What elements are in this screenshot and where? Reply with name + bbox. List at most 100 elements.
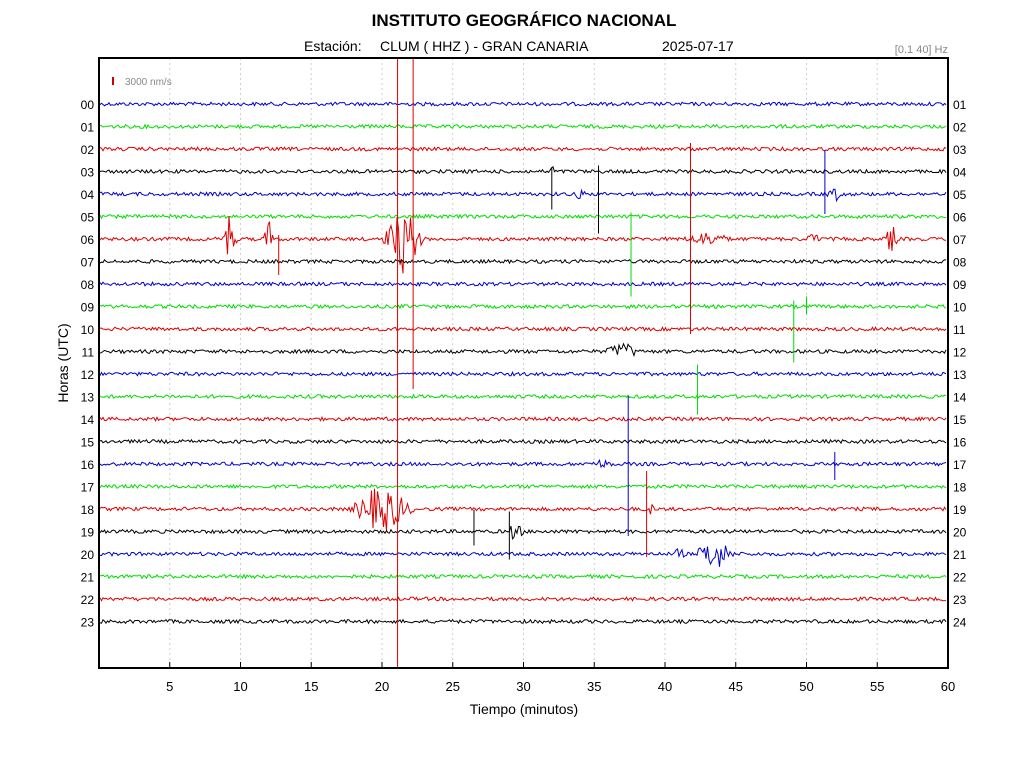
- x-tick-label: 45: [729, 679, 743, 694]
- hour-label-right: 08: [953, 256, 967, 270]
- x-tick-labels: 5 10 15 20 25 30 35 40 45 50 55 60: [166, 679, 955, 694]
- hour-label-right: 15: [953, 413, 967, 427]
- trace-hour-11: [99, 342, 947, 358]
- trace-hour-02: [99, 146, 947, 152]
- hour-label-right: 06: [953, 211, 967, 225]
- hour-label-left: 02: [81, 143, 95, 157]
- hour-label-left: 09: [81, 301, 95, 315]
- hour-labels-left: 00 01 02 03 04 05 06 07 08 09 10 11 12 13 14 15 16 17 18 19…: [81, 98, 95, 630]
- hour-label-right: 05: [953, 188, 967, 202]
- hour-label-left: 05: [81, 211, 95, 225]
- hour-label-right: 02: [953, 121, 967, 135]
- trace-hour-15: [99, 438, 947, 445]
- hour-label-right: 18: [953, 481, 967, 495]
- hour-label-right: 07: [953, 233, 967, 247]
- trace-hour-23: [99, 618, 947, 625]
- hour-label-right: 01: [953, 98, 967, 112]
- hour-label-right: 09: [953, 278, 967, 292]
- chart-title: INSTITUTO GEOGRÁFICO NACIONAL: [372, 11, 677, 30]
- x-tick-label: 20: [375, 679, 389, 694]
- hour-label-left: 21: [81, 571, 95, 585]
- hour-label-left: 23: [81, 616, 95, 630]
- trace-hour-01: [99, 123, 947, 130]
- hour-label-left: 16: [81, 458, 95, 472]
- trace-hour-17: [99, 483, 947, 490]
- hour-label-left: 19: [81, 526, 95, 540]
- trace-hour-08: [99, 281, 947, 287]
- trace-hour-13: [99, 393, 947, 400]
- hour-label-left: 00: [81, 98, 95, 112]
- grid-lines: [169, 58, 949, 668]
- trace-hour-09: [99, 303, 947, 310]
- x-tick-label: 25: [446, 679, 460, 694]
- hour-label-left: 12: [81, 368, 95, 382]
- x-tick-label: 55: [870, 679, 884, 694]
- hour-label-right: 22: [953, 571, 967, 585]
- trace-hour-10: [99, 326, 947, 332]
- trace-hour-06: [99, 215, 947, 274]
- hour-label-right: 10: [953, 301, 967, 315]
- hour-label-right: 03: [953, 143, 967, 157]
- hour-label-left: 06: [81, 233, 95, 247]
- chart-date: 2025-07-17: [662, 38, 734, 54]
- trace-hour-03: [99, 165, 947, 175]
- hour-label-right: 13: [953, 368, 967, 382]
- trace-hour-19: [99, 525, 947, 541]
- hour-label-left: 07: [81, 256, 95, 270]
- trace-hour-05: [99, 213, 947, 220]
- hour-label-left: 08: [81, 278, 95, 292]
- hour-label-left: 15: [81, 436, 95, 450]
- station-label: Estación:: [304, 38, 362, 54]
- x-axis-label: Tiempo (minutos): [470, 701, 578, 717]
- hour-label-right: 11: [953, 323, 966, 337]
- x-tick-label: 30: [516, 679, 530, 694]
- hour-labels-right: 01 02 03 04 05 06 07 08 09 10 11 12 13 14 15 16 17 18 19 20…: [953, 98, 967, 630]
- hour-label-left: 10: [81, 323, 95, 337]
- x-tick-label: 15: [304, 679, 318, 694]
- station-name: CLUM ( HHZ ) - GRAN CANARIA: [380, 38, 589, 54]
- hour-label-right: 14: [953, 391, 967, 405]
- hour-label-right: 24: [953, 616, 967, 630]
- hour-label-right: 04: [953, 166, 967, 180]
- trace-hour-20: [99, 545, 947, 567]
- hour-label-left: 14: [81, 413, 95, 427]
- filter-band: [0.1 40] Hz: [895, 44, 948, 56]
- trace-hour-00: [99, 101, 947, 107]
- scale-bar: [112, 77, 114, 85]
- trace-hour-18: [99, 488, 947, 531]
- x-tick-label: 50: [799, 679, 813, 694]
- hour-label-left: 03: [81, 166, 95, 180]
- trace-hour-16: [99, 458, 947, 469]
- trace-hour-14: [99, 416, 947, 422]
- hour-label-right: 23: [953, 593, 967, 607]
- hour-label-left: 11: [82, 346, 95, 360]
- hour-label-left: 17: [81, 481, 95, 495]
- y-axis-label: Horas (UTC): [55, 323, 71, 402]
- trace-hour-22: [99, 596, 947, 602]
- hour-label-left: 01: [81, 121, 95, 135]
- hour-label-right: 17: [953, 458, 967, 472]
- hour-label-left: 18: [81, 503, 95, 517]
- trace-hour-21: [99, 573, 947, 580]
- hour-label-left: 22: [81, 593, 95, 607]
- trace-hour-07: [99, 258, 947, 265]
- hour-label-right: 19: [953, 503, 967, 517]
- x-tick-label: 60: [941, 679, 955, 694]
- trace-hour-04: [99, 188, 947, 203]
- trace-hour-12: [99, 371, 947, 377]
- hour-label-right: 16: [953, 436, 967, 450]
- plot-frame: [98, 57, 949, 669]
- seismic-traces: [99, 59, 947, 668]
- x-tick-label: 5: [166, 679, 173, 694]
- hour-label-left: 20: [81, 548, 95, 562]
- x-tick-label: 35: [587, 679, 601, 694]
- hour-label-right: 21: [953, 548, 967, 562]
- hour-label-right: 20: [953, 526, 967, 540]
- hour-label-left: 04: [81, 188, 95, 202]
- hour-label-left: 13: [81, 391, 95, 405]
- x-tick-label: 40: [658, 679, 672, 694]
- x-tick-label: 10: [233, 679, 247, 694]
- hour-label-right: 12: [953, 346, 967, 360]
- scale-label: 3000 nm/s: [125, 77, 172, 88]
